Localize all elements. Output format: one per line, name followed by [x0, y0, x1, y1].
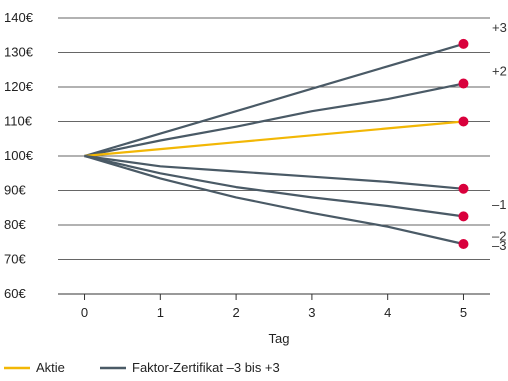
series-line-faktor [84, 154, 464, 246]
legend-label: Faktor-Zertifikat –3 bis +3 [132, 360, 280, 375]
legend: Aktie Faktor-Zertifikat –3 bis +3 [4, 360, 280, 375]
x-tick-label: 1 [157, 305, 164, 320]
legend-label: Aktie [36, 360, 65, 375]
series-label: +3 [492, 20, 507, 35]
y-tick-label: 80€ [4, 217, 26, 232]
x-tick-label: 5 [460, 305, 467, 320]
series-line-faktor [84, 42, 464, 158]
x-tick-label: 4 [384, 305, 391, 320]
end-marker [458, 38, 469, 49]
y-tick-label: 120€ [4, 79, 34, 94]
x-tick-label: 3 [308, 305, 315, 320]
end-marker [458, 116, 469, 127]
series-labels: +3 +2 –1 –2–3 [492, 20, 507, 253]
x-tick-label: 2 [232, 305, 239, 320]
series-line-faktor [84, 82, 464, 158]
y-tick-label: 60€ [4, 286, 26, 301]
y-axis: 60€ 70€ 80€ 90€ 100€ 110€ 120€ 130€ 140€ [4, 10, 34, 301]
x-tick-label: 0 [81, 305, 88, 320]
series-label: –2 [492, 228, 506, 243]
x-axis: 0 1 2 3 4 5 [81, 294, 467, 320]
series-line-faktor [84, 154, 464, 218]
y-tick-label: 130€ [4, 45, 34, 60]
y-tick-label: 70€ [4, 252, 26, 267]
y-tick-label: 140€ [4, 10, 34, 25]
series-lines [84, 42, 464, 246]
end-markers [458, 38, 469, 249]
y-tick-label: 110€ [4, 114, 33, 129]
y-tick-label: 100€ [4, 148, 34, 163]
series-line-aktie [84, 120, 464, 158]
y-tick-label: 90€ [4, 183, 26, 198]
series-line-faktor [84, 154, 464, 190]
series-label: –1 [492, 197, 506, 212]
end-marker [458, 211, 469, 222]
x-axis-title: Tag [269, 331, 290, 346]
end-marker [458, 78, 469, 89]
end-marker [458, 238, 469, 249]
series-label: –3 [492, 238, 506, 253]
series-label: +2 [492, 64, 507, 79]
grid [58, 17, 490, 295]
end-marker [458, 183, 469, 194]
